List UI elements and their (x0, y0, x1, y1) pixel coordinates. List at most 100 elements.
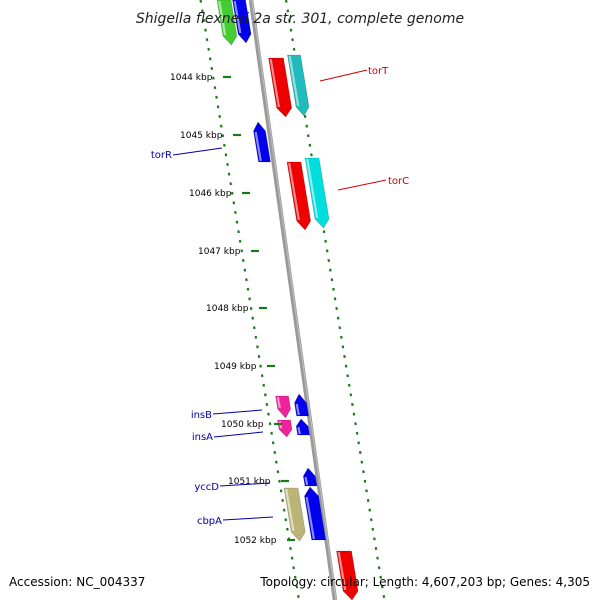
topology-text: Topology: circular; Length: 4,607,203 bp… (260, 575, 590, 589)
left-scale-dot (251, 316, 255, 320)
left-scale-dot (245, 278, 248, 282)
gene-label-torr[interactable]: torR (151, 150, 172, 161)
right-scale-dot (289, 28, 293, 32)
left-scale-dot (268, 422, 272, 426)
leader-line-torc (337, 179, 387, 191)
right-scale-dot (332, 287, 335, 291)
right-scale-dot (330, 278, 334, 282)
left-scale-dot (262, 383, 266, 387)
gene-torr (253, 121, 271, 163)
leader-line-torr (172, 147, 223, 156)
gene-insa (277, 419, 293, 438)
left-scale-dot (256, 345, 259, 349)
left-scale-dot (265, 402, 269, 407)
right-scale-dot (338, 326, 342, 330)
right-scale-dot (379, 575, 383, 579)
right-scale-dot (355, 431, 359, 435)
left-scale-dot (259, 364, 262, 368)
kbp-tick-label: 1052 kbp (234, 536, 277, 546)
left-scale-dot (279, 489, 283, 493)
right-scale-dot (373, 537, 376, 541)
left-scale-dot (219, 124, 223, 128)
kbp-tick-label: 1048 kbp (206, 304, 249, 314)
left-scale-dot (215, 95, 218, 99)
leader-line-cbpa (222, 516, 274, 521)
kbp-tick-label: 1046 kbp (189, 189, 232, 199)
right-scale-dot (327, 258, 331, 263)
right-scale-dot (344, 364, 348, 368)
left-scale-dot (290, 556, 294, 560)
right-scale-dot (310, 153, 313, 157)
left-scale-dot (201, 9, 204, 13)
left-scale-dot (235, 220, 239, 224)
gene-label-torc[interactable]: torC (388, 176, 409, 187)
right-scale-dot (351, 402, 354, 407)
gene-torc (304, 157, 330, 229)
left-scale-dot (289, 546, 292, 551)
right-scale-dot (341, 345, 345, 349)
left-scale-dot (208, 57, 212, 61)
kbp-tick-label: 1050 kbp (221, 420, 264, 430)
left-scale-dot (295, 585, 299, 589)
right-scale-dot (371, 527, 375, 531)
right-scale-dot (324, 239, 327, 243)
right-scale-dot (305, 124, 309, 128)
left-scale-dot (216, 105, 220, 109)
right-scale-dot (325, 249, 329, 253)
right-scale-dot (368, 508, 372, 512)
left-scale-dot (241, 258, 245, 263)
right-scale-dot (382, 594, 386, 599)
left-scale-dot (229, 182, 233, 186)
left-scale-dot (254, 335, 258, 339)
left-scale-dot (260, 374, 264, 378)
left-scale-dot (212, 76, 215, 80)
left-scale-dot (205, 38, 209, 42)
right-scale-dot (284, 0, 288, 3)
right-scale-dot (292, 47, 296, 51)
backbone-highlight (251, 0, 337, 600)
gene-top-green (216, 0, 238, 46)
leader-line-insa (213, 431, 264, 438)
right-scale-dot (369, 518, 373, 522)
leader-line-tort (319, 69, 368, 82)
right-scale-dot (343, 354, 346, 359)
left-scale-dot (202, 18, 206, 23)
left-scale-dot (257, 354, 261, 359)
gene-cbpa-arrow (304, 486, 327, 541)
gene-features (216, 0, 359, 600)
gene-torc-red (286, 161, 311, 231)
right-scale-dot (333, 297, 337, 301)
left-scale-dot (286, 527, 289, 531)
left-scale-dot (240, 249, 244, 253)
left-scale-dot (297, 594, 300, 599)
gene-label-insa[interactable]: insA (192, 432, 213, 443)
kbp-tick-label: 1049 kbp (214, 362, 257, 372)
left-scale-dot (243, 268, 247, 272)
right-scale-dot (340, 335, 343, 339)
gene-labels: torT torR torC insB insA yccD cbpA (151, 66, 409, 527)
left-scale-dot (276, 470, 280, 474)
gene-label-yccd[interactable]: yccD (194, 482, 219, 493)
gene-label-tort[interactable]: torT (368, 66, 389, 77)
gene-tort (287, 54, 310, 117)
left-scale-dot (281, 498, 284, 503)
right-scale-dot (322, 230, 326, 234)
right-scale-dot (366, 498, 370, 503)
genome-backbone (248, 0, 338, 600)
left-scale-dot (213, 86, 217, 90)
right-scale-dot (347, 383, 351, 387)
right-scale-dot (291, 38, 294, 42)
backbone-line (248, 0, 338, 600)
left-scale-dot (223, 143, 226, 147)
right-scale-dot (365, 489, 368, 493)
right-scale-dot (349, 393, 353, 397)
left-scale-dot (282, 508, 286, 512)
right-scale-dot (362, 470, 365, 474)
gene-tort-red (268, 57, 293, 118)
right-scale-dot (336, 316, 340, 320)
left-scale-dot (248, 297, 251, 301)
right-scale-dot (358, 450, 362, 455)
left-scale-dot (275, 460, 278, 464)
gene-label-cbpa[interactable]: cbpA (197, 516, 222, 527)
gene-label-insb[interactable]: insB (191, 410, 212, 421)
